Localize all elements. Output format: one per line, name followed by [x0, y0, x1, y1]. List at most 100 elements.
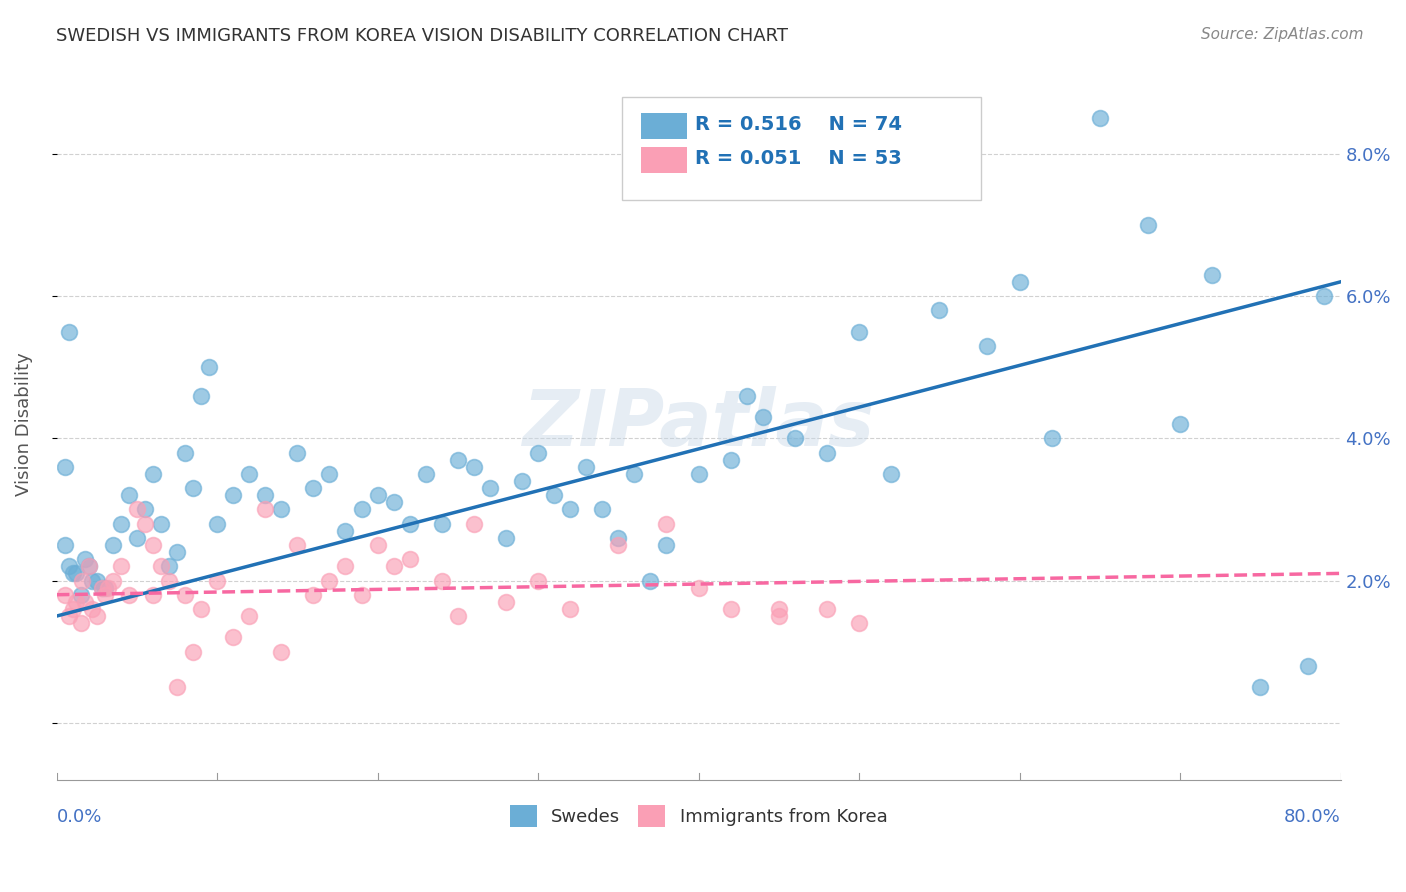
Point	[190, 602, 212, 616]
Point	[1088, 112, 1111, 126]
Point	[53, 459, 76, 474]
Point	[495, 531, 517, 545]
FancyBboxPatch shape	[641, 113, 688, 139]
Point	[86, 609, 108, 624]
Point	[415, 467, 437, 481]
Point	[77, 559, 100, 574]
Point	[238, 467, 260, 481]
Point	[166, 680, 188, 694]
FancyBboxPatch shape	[641, 147, 688, 173]
Point	[350, 502, 373, 516]
Point	[62, 602, 84, 616]
Point	[575, 459, 598, 474]
Point	[720, 602, 742, 616]
Point	[222, 631, 245, 645]
Point	[125, 531, 148, 545]
Point	[318, 574, 340, 588]
Text: 80.0%: 80.0%	[1284, 808, 1340, 826]
Point	[75, 595, 97, 609]
Point	[58, 609, 80, 624]
Point	[688, 467, 710, 481]
Point	[254, 502, 277, 516]
Point	[560, 502, 582, 516]
Point	[720, 452, 742, 467]
Point	[735, 389, 758, 403]
Point	[447, 452, 470, 467]
Point	[815, 445, 838, 459]
Point	[181, 481, 204, 495]
Point	[110, 559, 132, 574]
Point	[1249, 680, 1271, 694]
Point	[527, 574, 550, 588]
Point	[848, 616, 870, 631]
Point	[174, 588, 197, 602]
Text: SWEDISH VS IMMIGRANTS FROM KOREA VISION DISABILITY CORRELATION CHART: SWEDISH VS IMMIGRANTS FROM KOREA VISION …	[56, 27, 789, 45]
Point	[768, 602, 790, 616]
Point	[382, 559, 405, 574]
Point	[149, 516, 172, 531]
Point	[77, 559, 100, 574]
Point	[367, 538, 389, 552]
Point	[142, 538, 165, 552]
Point	[72, 574, 94, 588]
Point	[463, 516, 485, 531]
Point	[53, 588, 76, 602]
Point	[880, 467, 903, 481]
Point	[655, 538, 678, 552]
Point	[86, 574, 108, 588]
Point	[591, 502, 613, 516]
Point	[80, 602, 103, 616]
Point	[350, 588, 373, 602]
Point	[75, 552, 97, 566]
Point	[688, 581, 710, 595]
Point	[65, 595, 87, 609]
Text: R = 0.051    N = 53: R = 0.051 N = 53	[695, 149, 901, 169]
Point	[302, 481, 325, 495]
Point	[270, 645, 292, 659]
Point	[62, 566, 84, 581]
Point	[1201, 268, 1223, 282]
Text: ZIPatlas: ZIPatlas	[523, 386, 875, 462]
Text: 0.0%: 0.0%	[56, 808, 103, 826]
Point	[58, 559, 80, 574]
Point	[53, 538, 76, 552]
Point	[285, 445, 308, 459]
Point	[768, 609, 790, 624]
Point	[1313, 289, 1336, 303]
Point	[254, 488, 277, 502]
Point	[142, 588, 165, 602]
FancyBboxPatch shape	[621, 97, 981, 200]
Point	[222, 488, 245, 502]
Point	[928, 303, 950, 318]
Point	[607, 531, 630, 545]
Point	[205, 574, 228, 588]
Point	[1008, 275, 1031, 289]
Point	[157, 559, 180, 574]
Point	[815, 602, 838, 616]
Point	[1040, 431, 1063, 445]
Point	[752, 409, 775, 424]
Point	[174, 445, 197, 459]
Point	[142, 467, 165, 481]
Point	[134, 516, 156, 531]
Point	[157, 574, 180, 588]
Text: Source: ZipAtlas.com: Source: ZipAtlas.com	[1201, 27, 1364, 42]
Point	[198, 360, 221, 375]
Point	[560, 602, 582, 616]
Point	[134, 502, 156, 516]
Text: R = 0.516    N = 74: R = 0.516 N = 74	[695, 115, 901, 134]
Point	[478, 481, 501, 495]
Point	[1168, 417, 1191, 431]
Point	[848, 325, 870, 339]
Point	[166, 545, 188, 559]
Point	[495, 595, 517, 609]
Point	[97, 581, 120, 595]
Point	[69, 588, 91, 602]
Point	[270, 502, 292, 516]
Point	[398, 552, 420, 566]
Point	[1298, 658, 1320, 673]
Point	[447, 609, 470, 624]
Point	[655, 516, 678, 531]
Point	[149, 559, 172, 574]
Point	[382, 495, 405, 509]
